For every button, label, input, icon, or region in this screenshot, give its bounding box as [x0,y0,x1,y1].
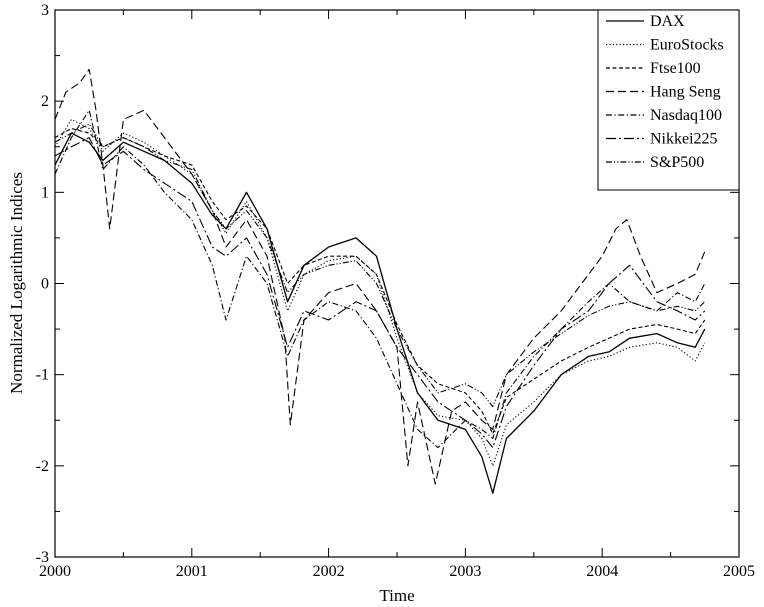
ticks-layer: 2000 2001 2002 2003 2004 2005 -3 -2 -1 0 1 2 3 [36,2,755,580]
x-axis-title: Time [379,586,414,605]
series-line-eurostocks [54,118,706,467]
x-tick-label: 2003 [449,563,481,580]
y-tick-label: 3 [41,2,49,19]
x-tick-label: 2005 [723,563,755,580]
legend-label: S&P500 [650,154,704,171]
y-axis-title: Normalized Logarithmic Indices [7,172,26,394]
y-tick-label: -2 [36,458,49,475]
x-tick-label: 2000 [39,563,71,580]
series-line-dax [54,132,706,494]
series-line-nikkei225 [54,137,706,449]
legend-label: Nasdaq100 [650,107,722,124]
legend-label: Hang Seng [650,84,721,101]
y-tick-label: 2 [41,93,49,110]
legend-label: Nikkei225 [650,131,718,148]
legend: DAX EuroStocks Ftse100 Hang Seng Nasdaq100 Ni… [597,9,740,191]
legend-label: Ftse100 [650,60,701,77]
series-line-ftse100 [54,127,706,435]
series-line-s-p500 [54,123,706,408]
x-tick-label: 2002 [313,563,345,580]
series-layer [54,68,706,494]
legend-label: EuroStocks [650,37,724,54]
x-tick-label: 2004 [586,563,618,580]
y-tick-label: -3 [36,549,49,566]
series-line-hang-seng [54,68,706,485]
legend-label: DAX [650,13,685,30]
y-tick-label: 0 [41,276,49,293]
legend-box [597,9,740,191]
x-tick-label: 2001 [176,563,208,580]
y-tick-label: 1 [41,184,49,201]
y-tick-label: -1 [36,367,49,384]
